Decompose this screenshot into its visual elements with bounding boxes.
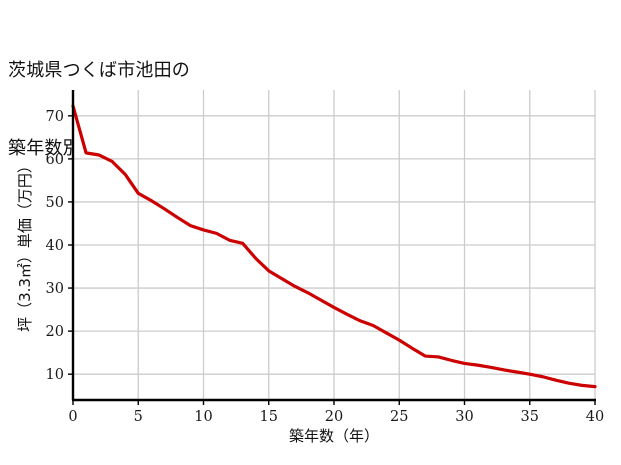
- y-axis-tick-labels: 10 20 30 40 50 60 70: [46, 109, 64, 383]
- vertical-gridlines: [137, 90, 596, 400]
- x-tick-label: 15: [260, 409, 278, 425]
- y-tick-label: 70: [46, 109, 64, 125]
- x-tick-label: 35: [521, 409, 539, 425]
- price-line-series: [71, 104, 597, 389]
- x-axis-tick-labels: 0 5 10 15 20 25 30 35 40: [68, 409, 604, 425]
- y-tick-label: 50: [46, 195, 64, 211]
- x-axis-title: 築年数（年）: [289, 427, 379, 445]
- x-tick-label: 30: [455, 409, 473, 425]
- y-axis-title: 坪（3.3㎡）単価（万円）: [16, 158, 34, 332]
- x-tick-label: 20: [325, 409, 343, 425]
- y-tick-label: 60: [46, 152, 64, 168]
- x-tick-label: 0: [68, 409, 77, 425]
- x-tick-label: 10: [194, 409, 212, 425]
- x-tick-label: 25: [390, 409, 408, 425]
- y-tick-label: 20: [46, 324, 64, 340]
- y-tick-label: 30: [46, 281, 64, 297]
- chart-title-line-1: 茨城県つくば市池田の: [8, 60, 190, 82]
- x-tick-label: 40: [586, 409, 604, 425]
- x-tick-label: 5: [134, 409, 143, 425]
- y-tick-label: 40: [46, 238, 64, 254]
- y-tick-label: 10: [46, 367, 64, 383]
